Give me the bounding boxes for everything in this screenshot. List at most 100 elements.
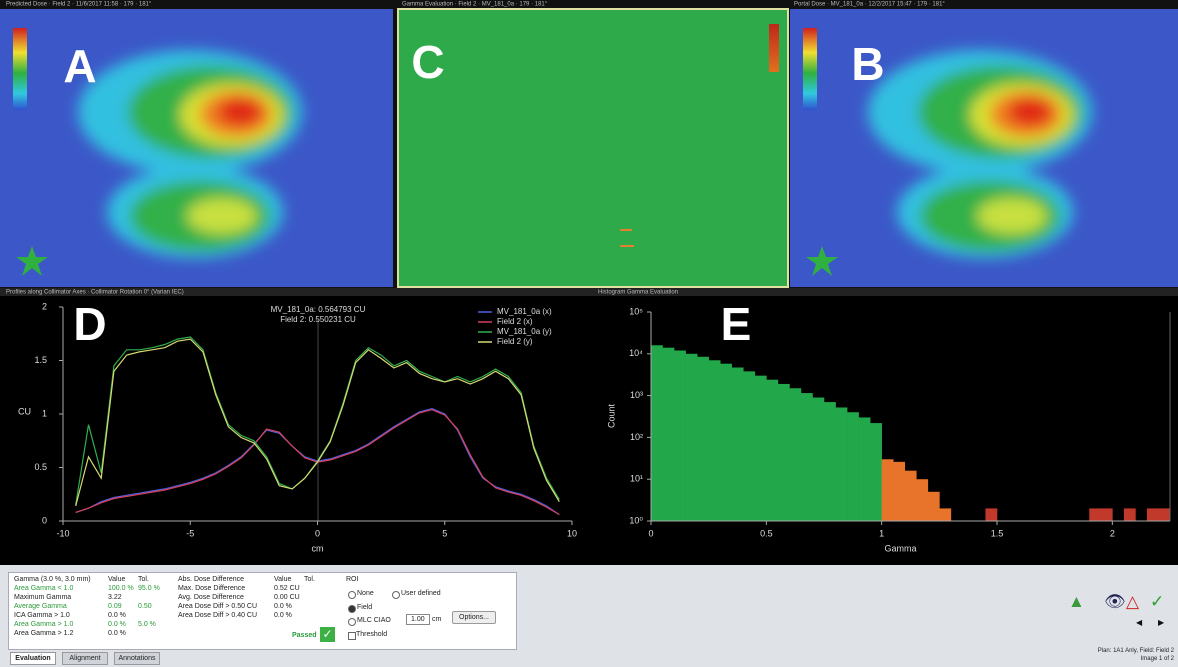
- checkbox[interactable]: [348, 632, 356, 640]
- panel-title: Portal Dose · MV_181_0a · 12/2/2017 15:4…: [794, 2, 945, 8]
- histogram-bar: [939, 508, 951, 521]
- tab[interactable]: Alignment: [62, 652, 108, 665]
- x-axis-label: cm: [312, 543, 324, 553]
- table-cell: 95.0 %: [138, 585, 160, 592]
- x-axis-label: Gamma: [884, 543, 916, 553]
- image-area: Predicted Dose · Field 2 · 11/6/2017 11:…: [0, 0, 1178, 565]
- roi-title: ROI: [346, 576, 358, 583]
- margin-unit: cm: [432, 616, 441, 623]
- table-cell: 100.0 %: [108, 585, 134, 592]
- histogram-bar: [801, 393, 813, 521]
- radio[interactable]: [348, 618, 356, 626]
- table-cell: 0.50: [138, 603, 152, 610]
- tab[interactable]: Evaluation: [10, 652, 56, 665]
- table-cell: 0.0 %: [274, 603, 292, 610]
- y-tick-label: 10⁵: [629, 306, 643, 316]
- table-cell: 0.0 %: [108, 630, 126, 637]
- chart-title: Histogram Gamma Evaluation: [598, 290, 678, 296]
- y-axis-label: CU: [18, 406, 31, 416]
- legend-label: MV_181_0a (y): [497, 327, 552, 336]
- toolbar-button[interactable]: △: [1126, 592, 1139, 612]
- status-text: Image 1 of 2: [1080, 656, 1174, 662]
- histogram-bar: [720, 364, 732, 521]
- y-tick-label: 10⁰: [629, 515, 643, 525]
- histogram-bar: [1147, 508, 1159, 521]
- y-tick-label: 0.5: [34, 462, 47, 472]
- histogram-bar: [663, 348, 675, 521]
- histogram-bar: [882, 459, 894, 521]
- histogram-bar: [928, 492, 940, 521]
- histogram-bar: [870, 423, 882, 521]
- histogram-bar: [697, 357, 709, 521]
- y-tick-label: 10²: [630, 432, 643, 442]
- radio-option[interactable]: User defined: [401, 590, 441, 597]
- app: {"panels":{ "predicted":{"title":"Predic…: [0, 0, 1178, 667]
- toolbar-button[interactable]: 👁: [1104, 592, 1126, 612]
- histogram-bar: [905, 471, 917, 521]
- y-tick-label: 1.5: [34, 355, 47, 365]
- y-tick-label: 10³: [630, 390, 643, 400]
- tab[interactable]: Annotations: [114, 652, 160, 665]
- chart-title: Profiles along Collimator Axes · Collima…: [6, 290, 184, 296]
- histogram-bar: [859, 417, 871, 521]
- legend-label: Field 2 (x): [497, 317, 533, 326]
- radio[interactable]: [392, 591, 400, 599]
- histogram-bar: [1089, 508, 1101, 521]
- x-tick-label: 0: [648, 528, 653, 538]
- panel-title: Gamma Evaluation · Field 2 · MV_181_0a ·…: [402, 2, 548, 8]
- status-text: Plan: 1A1 Anly, Field: Field 2: [1080, 648, 1174, 654]
- histogram-bar: [824, 402, 836, 521]
- histogram-bar: [732, 368, 744, 521]
- table-header: Value: [108, 576, 125, 583]
- evaluation-box: [8, 572, 517, 650]
- table-cell: Area Dose Diff > 0.50 CU: [178, 603, 257, 610]
- table-cell: Area Gamma > 1.0: [14, 621, 73, 628]
- x-tick-label: 0: [315, 528, 320, 538]
- histogram-bar: [812, 398, 824, 521]
- table-cell: Area Dose Diff > 0.40 CU: [178, 612, 257, 619]
- x-tick-label: 2: [1110, 528, 1115, 538]
- histogram-bar: [755, 376, 767, 521]
- table-cell: 5.0 %: [138, 621, 156, 628]
- table-cell: 0.09: [108, 603, 122, 610]
- x-tick-label: -10: [56, 528, 69, 538]
- radio[interactable]: [348, 605, 356, 613]
- histogram-bar: [778, 384, 790, 521]
- result: Passed: [292, 632, 317, 639]
- panel-label: B: [851, 38, 884, 90]
- table-cell: 0.0 %: [108, 612, 126, 619]
- panel-title: Predicted Dose · Field 2 · 11/6/2017 11:…: [6, 2, 152, 8]
- table-header: Tol.: [304, 576, 315, 583]
- x-tick-label: 1.5: [991, 528, 1004, 538]
- table-header: Gamma (3.0 %, 3.0 mm): [14, 576, 91, 583]
- table-cell: Maximum Gamma: [14, 594, 71, 601]
- y-tick-label: 10⁴: [629, 348, 643, 358]
- radio[interactable]: [348, 591, 356, 599]
- table-header: Abs. Dose Difference: [178, 576, 244, 583]
- table-cell: 3.22: [108, 594, 122, 601]
- y-tick-label: 0: [42, 515, 47, 525]
- threshold-checkbox[interactable]: Threshold: [356, 631, 387, 638]
- histogram-bar: [1124, 508, 1136, 521]
- table-header: Value: [274, 576, 291, 583]
- toolbar-button[interactable]: ▲: [1068, 592, 1085, 612]
- x-tick-label: 1: [879, 528, 884, 538]
- histogram-bar: [1101, 508, 1113, 521]
- histogram-bar: [743, 371, 755, 521]
- x-tick-label: 5: [442, 528, 447, 538]
- radio-option[interactable]: Field: [357, 604, 372, 611]
- histogram-bar: [686, 354, 698, 521]
- legend-label: Field 2 (y): [497, 337, 533, 346]
- table-cell: Avg. Dose Difference: [178, 594, 244, 601]
- panel-label: D: [73, 298, 106, 350]
- options-button[interactable]: Options...: [452, 611, 496, 624]
- table-cell: Max. Dose Difference: [178, 585, 245, 592]
- nav-button[interactable]: ▶: [1158, 618, 1164, 627]
- margin-input[interactable]: 1.00: [406, 614, 430, 625]
- histogram-bar: [985, 508, 997, 521]
- panel-label: A: [63, 40, 96, 92]
- radio-option[interactable]: MLC CIAO: [357, 617, 391, 624]
- radio-option[interactable]: None: [357, 590, 374, 597]
- nav-button[interactable]: ◀: [1136, 618, 1142, 627]
- toolbar-button[interactable]: ✓: [1150, 592, 1164, 612]
